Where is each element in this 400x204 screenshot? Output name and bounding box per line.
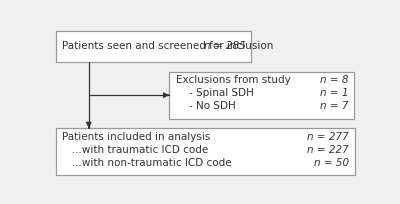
Text: - No SDH: - No SDH [176, 101, 236, 111]
Text: Exclusions from study: Exclusions from study [176, 75, 291, 85]
Text: n = 8: n = 8 [320, 75, 348, 85]
Text: Patients included in analysis: Patients included in analysis [62, 132, 211, 142]
Text: ...with traumatic ICD code: ...with traumatic ICD code [62, 145, 209, 155]
Text: n = 277: n = 277 [307, 132, 349, 142]
Text: n = 285: n = 285 [204, 41, 245, 51]
Text: - Spinal SDH: - Spinal SDH [176, 88, 254, 98]
Text: n = 7: n = 7 [320, 101, 348, 111]
Text: n = 227: n = 227 [307, 145, 349, 155]
Bar [56, 128, 355, 175]
Text: ...with non-traumatic ICD code: ...with non-traumatic ICD code [62, 158, 232, 168]
Text: n = 1: n = 1 [320, 88, 348, 98]
Text: n = 50: n = 50 [314, 158, 349, 168]
Text: Patients seen and screened for inclusion: Patients seen and screened for inclusion [62, 41, 274, 51]
Bar [56, 31, 251, 62]
Bar [169, 72, 354, 119]
